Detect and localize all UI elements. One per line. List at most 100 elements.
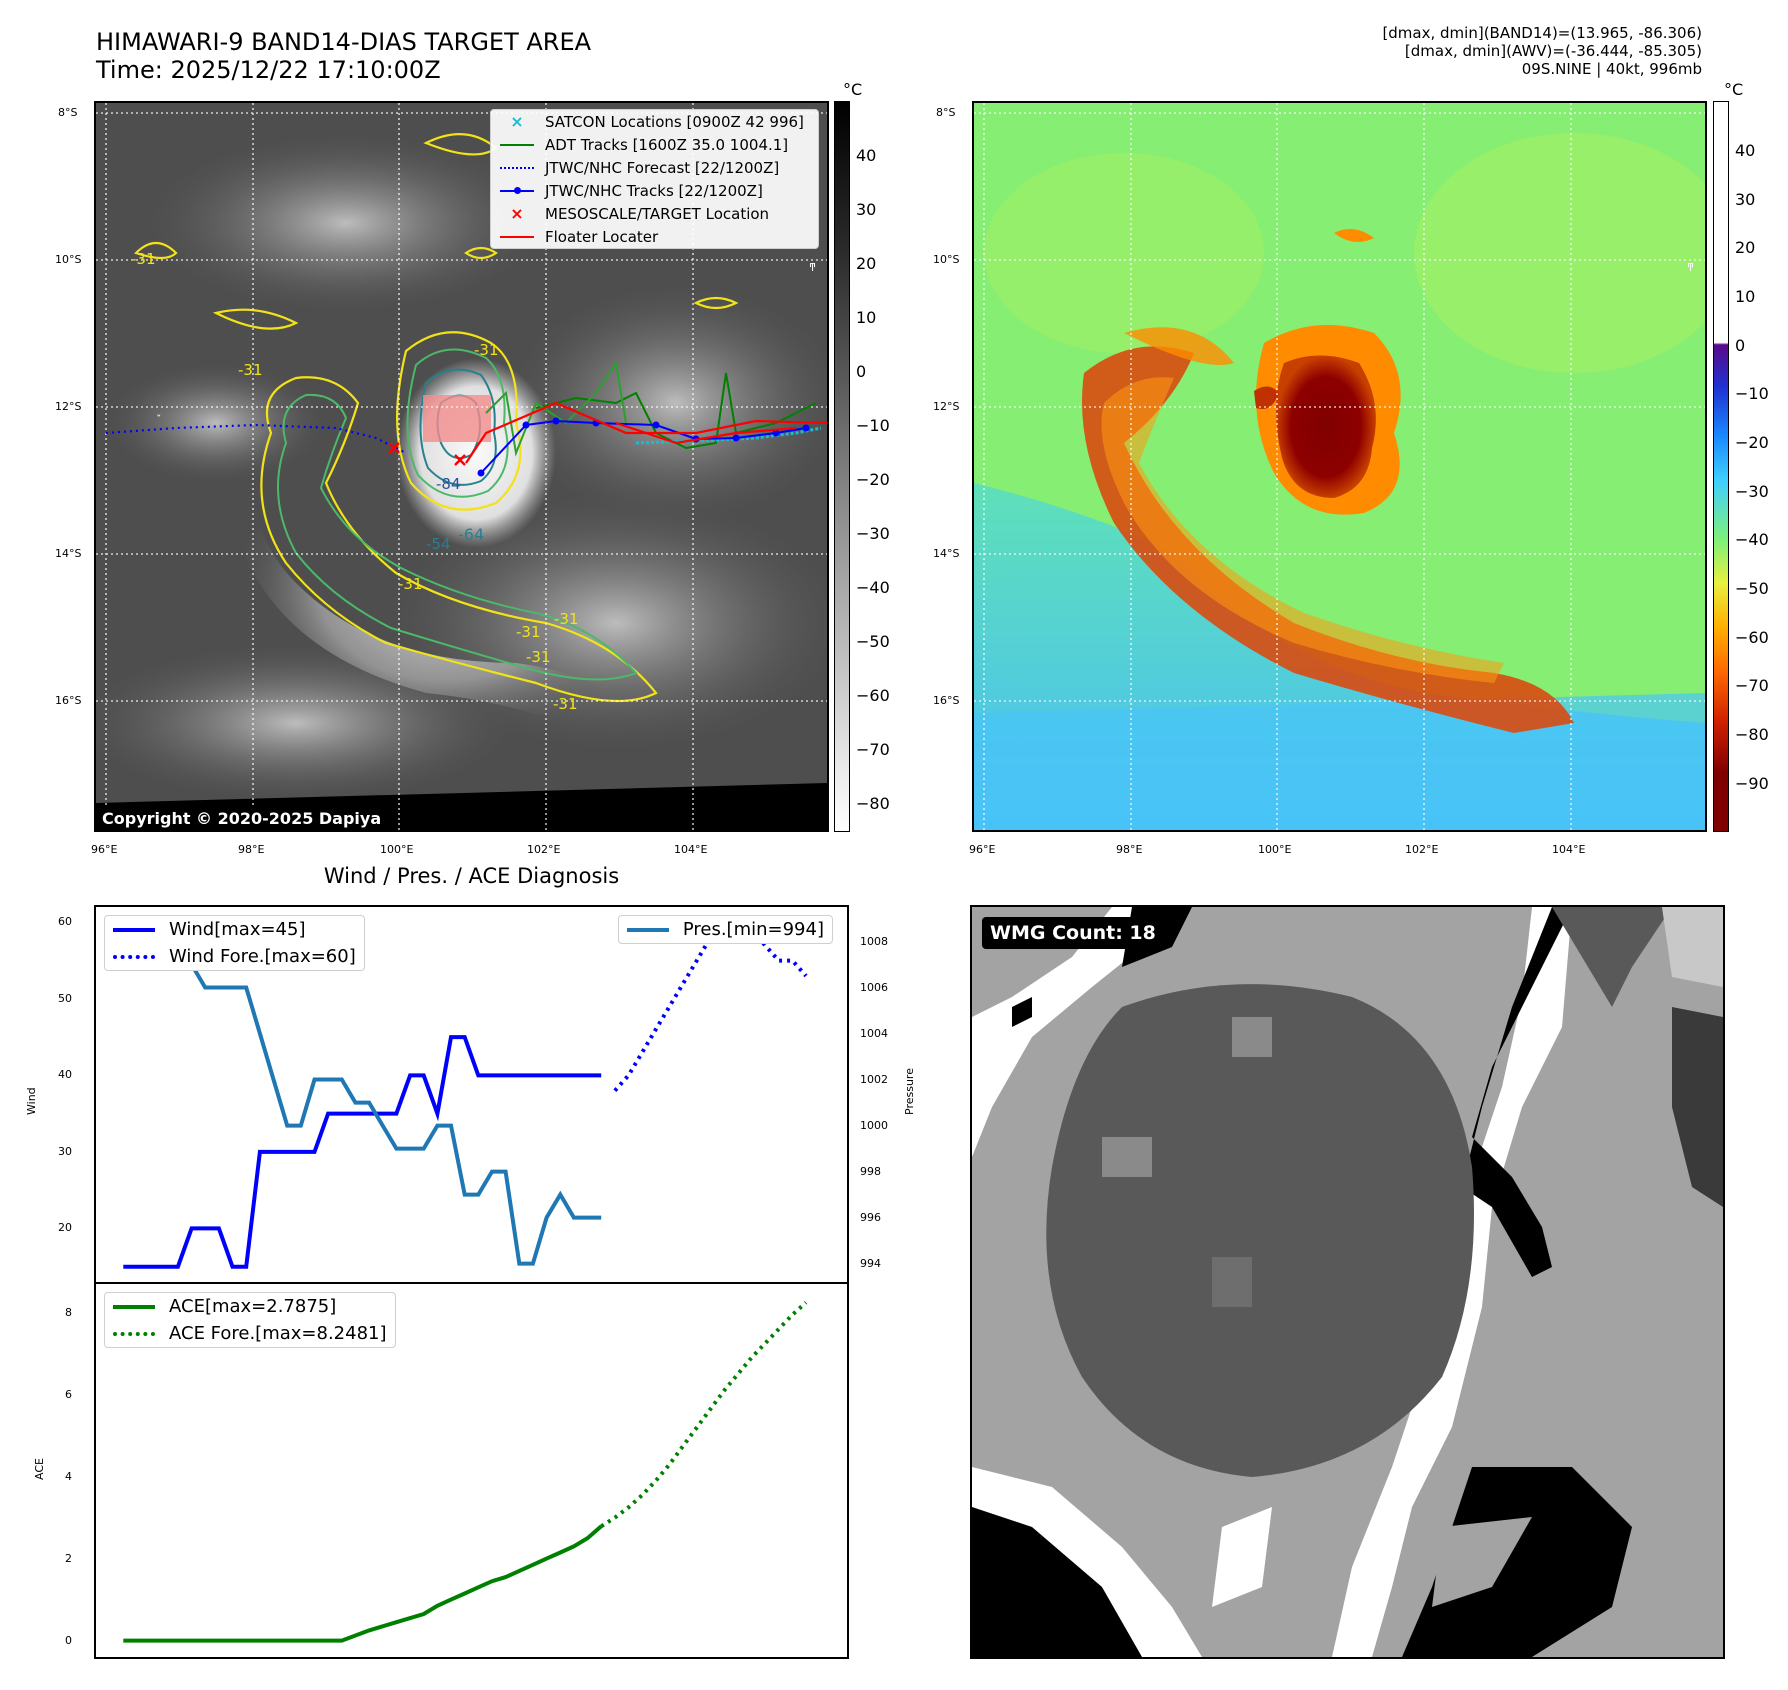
pressure-axis-label: Pressure	[903, 1068, 916, 1115]
left-colorbar-tick: 20	[856, 254, 877, 273]
left-colorbar-tick: −40	[856, 578, 890, 597]
ace-plot	[123, 1301, 808, 1643]
legend-item-satcon: × SATCON Locations [0900Z 42 996]	[491, 110, 818, 133]
right-colorbar-tick: −30	[1735, 482, 1769, 501]
lon-label: 96°E	[91, 843, 118, 856]
figure-title: HIMAWARI-9 BAND14-DIAS TARGET AREA Time:…	[96, 28, 591, 84]
series-line-ace-max	[123, 1524, 603, 1643]
lat-label: 8°S	[936, 106, 956, 119]
right-colorbar-tick: −10	[1735, 384, 1769, 403]
blue-solid-line-icon	[113, 927, 157, 932]
tick-label: 2	[65, 1551, 72, 1565]
legend-item-mesoscale: × MESOSCALE/TARGET Location	[491, 202, 818, 225]
lon-label: 98°E	[1116, 843, 1143, 856]
lon-label: 96°E	[969, 843, 996, 856]
right-colorbar-unit: °C	[1724, 80, 1744, 99]
tick-label: 1004	[860, 1026, 888, 1040]
left-colorbar-tick: −80	[856, 794, 890, 813]
lon-label: 102°E	[527, 843, 561, 856]
lat-label: 8°S	[58, 106, 78, 119]
lat-label: 14°S	[933, 547, 960, 560]
steelblue-solid-line-icon	[626, 927, 671, 932]
left-colorbar-tick: 40	[856, 146, 877, 165]
contour-label: -31	[554, 610, 579, 628]
left-colorbar-tick: 0	[856, 362, 867, 381]
pressure-legend: Pres.[min=994]	[617, 915, 833, 944]
awv-map-panel: ͳ	[972, 101, 1707, 832]
right-colorbar-tick: −80	[1735, 725, 1769, 744]
contour-label: -31	[131, 250, 156, 268]
tick-label: 30	[58, 1144, 72, 1158]
ace-legend: ACE[max=2.7875] ACE Fore.[max=8.2481]	[104, 1292, 396, 1348]
wmg-count-label: WMG Count: 18	[982, 917, 1164, 949]
tick-label: 1006	[860, 980, 888, 994]
tick-label: 0	[65, 1633, 72, 1647]
tick-label: 40	[58, 1068, 72, 1082]
blue-dotted-line-icon	[113, 954, 157, 959]
wmg-image	[972, 907, 1723, 1657]
lat-label: 16°S	[933, 694, 960, 707]
wind-axis-label: Wind	[25, 1087, 38, 1115]
tick-label: 998	[860, 1164, 881, 1178]
legend-item-pressure: Pres.[min=994]	[619, 916, 832, 943]
right-colorbar-tick: −50	[1735, 579, 1769, 598]
lon-label: 100°E	[1258, 843, 1292, 856]
copyright-label: Copyright © 2020-2025 Dapiya	[96, 806, 388, 830]
right-colorbar-tick: 0	[1735, 336, 1746, 355]
red-line-icon	[499, 235, 535, 238]
tick-label: 6	[65, 1387, 72, 1401]
right-colorbar-tick: −90	[1735, 774, 1769, 793]
ace-chart-frame: ACE[max=2.7875] ACE Fore.[max=8.2481]	[94, 1282, 849, 1659]
lon-label: 104°E	[674, 843, 708, 856]
legend-item-jtwc-forecast: JTWC/NHC Forecast [22/1200Z]	[491, 156, 818, 179]
right-colorbar-tick: 20	[1735, 238, 1756, 257]
left-colorbar-tick: −50	[856, 632, 890, 651]
right-colorbar-tick: 30	[1735, 190, 1756, 209]
left-colorbar-tick: −30	[856, 524, 890, 543]
contour-label: -31	[238, 361, 263, 379]
contour-label: -31	[474, 341, 499, 359]
lon-label: 98°E	[238, 843, 265, 856]
awv-map-image: ͳ	[974, 103, 1705, 830]
lat-label: 10°S	[933, 253, 960, 266]
lat-label: 10°S	[55, 253, 82, 266]
lon-label: 102°E	[1405, 843, 1439, 856]
lon-label: 104°E	[1552, 843, 1586, 856]
blue-dotted-line-icon	[499, 166, 535, 169]
svg-text:ˇ: ˇ	[156, 413, 162, 426]
series-line-wind-max	[123, 1035, 602, 1269]
green-dotted-line-icon	[113, 1331, 157, 1336]
left-colorbar-tick: −20	[856, 470, 890, 489]
tick-label: 20	[58, 1221, 72, 1235]
tick-label: 4	[65, 1469, 72, 1483]
contour-label: -31	[526, 648, 551, 666]
legend-item-ace-forecast: ACE Fore.[max=8.2481]	[105, 1320, 395, 1347]
cyan-x-marker-icon: ×	[510, 112, 524, 131]
right-colorbar-tick: −20	[1735, 433, 1769, 452]
left-colorbar-tick: −10	[856, 416, 890, 435]
tick-label: 1002	[860, 1072, 888, 1086]
left-colorbar-tick: 30	[856, 200, 877, 219]
green-solid-line-icon	[113, 1304, 157, 1309]
wind-pressure-chart-frame: Wind[max=45] Wind Fore.[max=60] Pres.[mi…	[94, 905, 849, 1284]
contour-label: -31	[553, 695, 578, 713]
blue-dot-line-icon	[499, 186, 535, 194]
lat-label: 14°S	[55, 547, 82, 560]
series-line-pres-min	[123, 916, 602, 1266]
legend-item-wind: Wind[max=45]	[105, 916, 364, 943]
red-x-marker-icon: ×	[510, 204, 524, 223]
svg-text:ͳ: ͳ	[809, 261, 816, 274]
series-line-ace-fore-max	[600, 1301, 808, 1528]
tick-label: 996	[860, 1210, 881, 1224]
lat-label: 12°S	[933, 400, 960, 413]
wind-legend: Wind[max=45] Wind Fore.[max=60]	[104, 915, 365, 971]
tick-label: 1000	[860, 1118, 888, 1132]
storm-info: [dmax, dmin](BAND14)=(13.965, -86.306) […	[1382, 24, 1702, 78]
legend-item-adt: ADT Tracks [1600Z 35.0 1004.1]	[491, 133, 818, 156]
info-line-2: [dmax, dmin](AWV)=(-36.444, -85.305)	[1404, 42, 1702, 60]
right-colorbar-tick: −40	[1735, 530, 1769, 549]
contour-label: -31	[398, 575, 423, 593]
map-legend: × SATCON Locations [0900Z 42 996] ADT Tr…	[490, 109, 819, 249]
wmg-panel: WMG Count: 18	[970, 905, 1725, 1659]
series-line-wind-fore-max	[613, 920, 808, 1093]
